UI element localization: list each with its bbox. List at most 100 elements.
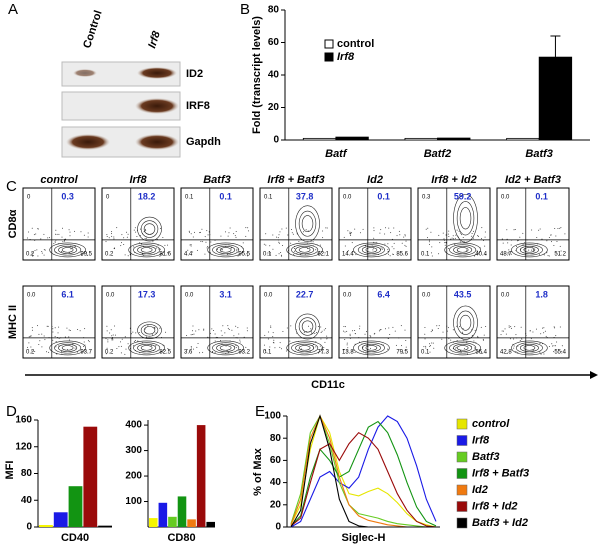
event-dot: [62, 241, 64, 243]
event-dot: [243, 336, 245, 338]
event-dot: [531, 229, 533, 231]
quadrant-value: 22.7: [296, 289, 314, 299]
contour: [357, 342, 385, 354]
event-dot: [404, 234, 406, 236]
event-dot: [53, 242, 55, 244]
event-dot: [395, 344, 397, 346]
event-dot: [553, 326, 555, 328]
event-dot: [343, 349, 345, 351]
event-dot: [483, 334, 485, 336]
event-dot: [515, 351, 517, 353]
panel-label: B: [240, 1, 250, 18]
quadrant-value: 0.3: [422, 195, 431, 201]
event-dot: [458, 230, 460, 232]
event-dot: [35, 233, 37, 235]
event-dot: [359, 328, 361, 330]
flow-plot: 0.0 0.1 48.7 51.2: [496, 187, 570, 261]
event-dot: [81, 254, 83, 256]
event-dot: [320, 338, 322, 340]
event-dot: [214, 340, 216, 342]
quadrant-value: 6.4: [377, 289, 390, 299]
event-dot: [509, 338, 511, 340]
event-dot: [127, 233, 129, 235]
bar: [437, 137, 471, 141]
event-dot: [44, 339, 46, 341]
quadrant-value: 62.1: [317, 252, 329, 258]
event-dot: [279, 231, 281, 233]
event-dot: [67, 348, 69, 350]
event-dot: [235, 236, 237, 238]
event-dot: [112, 338, 114, 340]
event-dot: [538, 229, 540, 231]
event-dot: [282, 244, 284, 246]
contour: [298, 210, 317, 237]
bar: [196, 425, 206, 527]
event-dot: [344, 245, 346, 247]
event-dot: [366, 345, 368, 347]
event-dot: [513, 345, 515, 347]
contour: [286, 242, 323, 258]
event-dot: [111, 231, 113, 233]
event-dot: [80, 231, 82, 233]
quadrant-value: 77.3: [317, 350, 329, 356]
legend-label: Batf3 + Id2: [472, 517, 528, 529]
event-dot: [134, 339, 136, 341]
event-dot: [189, 231, 191, 233]
event-dot: [265, 244, 267, 246]
y-tick-label: 20: [268, 102, 280, 113]
event-dot: [52, 328, 54, 330]
event-dot: [245, 346, 247, 348]
event-dot: [233, 335, 235, 337]
legend-swatch: [456, 468, 468, 479]
bar: [206, 521, 215, 527]
event-dot: [137, 340, 139, 342]
event-dot: [529, 330, 531, 332]
event-dot: [221, 248, 223, 250]
event-dot: [323, 329, 325, 331]
event-dot: [514, 229, 516, 231]
event-dot: [127, 343, 129, 345]
event-dot: [71, 247, 73, 249]
event-dot: [246, 252, 248, 254]
event-dot: [300, 348, 302, 350]
event-dot: [342, 330, 344, 332]
event-dot: [373, 227, 375, 229]
legend-label: Irf8: [472, 434, 490, 446]
quadrant-value: 48.7: [500, 252, 512, 258]
event-dot: [311, 331, 313, 333]
event-dot: [30, 335, 32, 337]
contour: [212, 342, 240, 354]
event-dot: [192, 325, 194, 327]
event-dot: [70, 248, 72, 250]
event-dot: [459, 326, 461, 328]
event-dot: [193, 348, 195, 350]
contour: [295, 343, 315, 352]
event-dot: [238, 333, 240, 335]
event-dot: [354, 351, 356, 353]
quadrant-value: 55.4: [554, 350, 566, 356]
event-dot: [506, 238, 508, 240]
event-dot: [392, 253, 394, 255]
event-dot: [531, 249, 533, 251]
event-dot: [354, 330, 356, 332]
y-tick-label: 80: [268, 5, 280, 16]
legend-label: Batf3: [472, 451, 500, 463]
event-dot: [354, 228, 356, 230]
event-dot: [510, 253, 512, 255]
event-dot: [275, 254, 277, 256]
event-dot: [111, 337, 113, 339]
quadrant-value: 0.2: [26, 252, 35, 258]
event-dot: [192, 330, 194, 332]
quadrant-value: 51.2: [554, 252, 566, 258]
event-dot: [452, 238, 454, 240]
contour: [361, 245, 381, 254]
event-dot: [561, 350, 563, 352]
quadrant-value: 0.1: [263, 350, 272, 356]
contour: [128, 242, 165, 258]
event-dot: [280, 348, 282, 350]
event-dot: [27, 346, 29, 348]
flow-plot: 0.0 22.7 0.1 77.3: [259, 285, 333, 359]
contour: [140, 345, 153, 351]
contour: [515, 342, 543, 354]
event-dot: [31, 253, 33, 255]
